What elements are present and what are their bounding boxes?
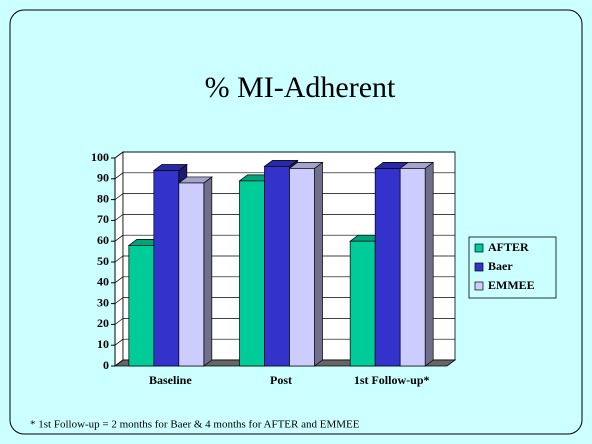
grid-line	[114, 276, 124, 284]
y-tick-label: 80	[97, 191, 109, 205]
bar	[264, 165, 290, 367]
bar-side	[203, 176, 213, 367]
legend-swatch	[474, 281, 484, 291]
bar	[349, 240, 376, 367]
grid-line	[114, 172, 124, 180]
slide-frame	[9, 9, 583, 435]
grid-line	[114, 338, 124, 346]
grid-line	[114, 214, 124, 221]
y-tick-label: 30	[97, 295, 109, 309]
legend-swatch	[474, 262, 484, 272]
legend-box	[468, 236, 557, 299]
legend-swatch	[474, 243, 484, 253]
bar-side	[314, 161, 323, 367]
y-tick-label: 60	[97, 233, 109, 247]
x-tick-label: 1st Follow-up*	[354, 373, 430, 387]
footnote: * 1st Follow-up = 2 months for Baer & 4 …	[30, 419, 360, 431]
legend-label: Baer	[488, 259, 513, 273]
bar	[239, 180, 265, 367]
y-tick-label: 0	[103, 358, 109, 372]
y-tick-label: 40	[97, 275, 109, 289]
bar	[153, 170, 180, 367]
bar	[399, 168, 426, 367]
bar	[289, 168, 315, 367]
legend-label: AFTER	[488, 240, 529, 254]
grid-line	[114, 151, 124, 159]
y-tick-label: 100	[91, 150, 109, 164]
grid-line	[114, 234, 124, 242]
bar-side	[424, 161, 434, 367]
chart-title: % MI-Adherent	[205, 71, 396, 104]
x-tick-label: Post	[270, 373, 292, 387]
y-tick-label: 10	[97, 337, 109, 351]
bar	[374, 168, 401, 367]
y-tick-label: 70	[97, 212, 109, 226]
x-tick-label: Baseline	[149, 373, 192, 387]
bar	[128, 245, 155, 367]
y-tick-label: 50	[97, 254, 109, 268]
grid-line	[114, 193, 124, 200]
legend-label: EMMEE	[488, 278, 535, 292]
grid-line	[114, 318, 124, 325]
bar	[178, 182, 205, 367]
grid-line	[114, 255, 124, 263]
y-tick-label: 90	[97, 171, 109, 185]
grid-line	[114, 297, 124, 304]
y-tick-label: 20	[97, 316, 109, 330]
